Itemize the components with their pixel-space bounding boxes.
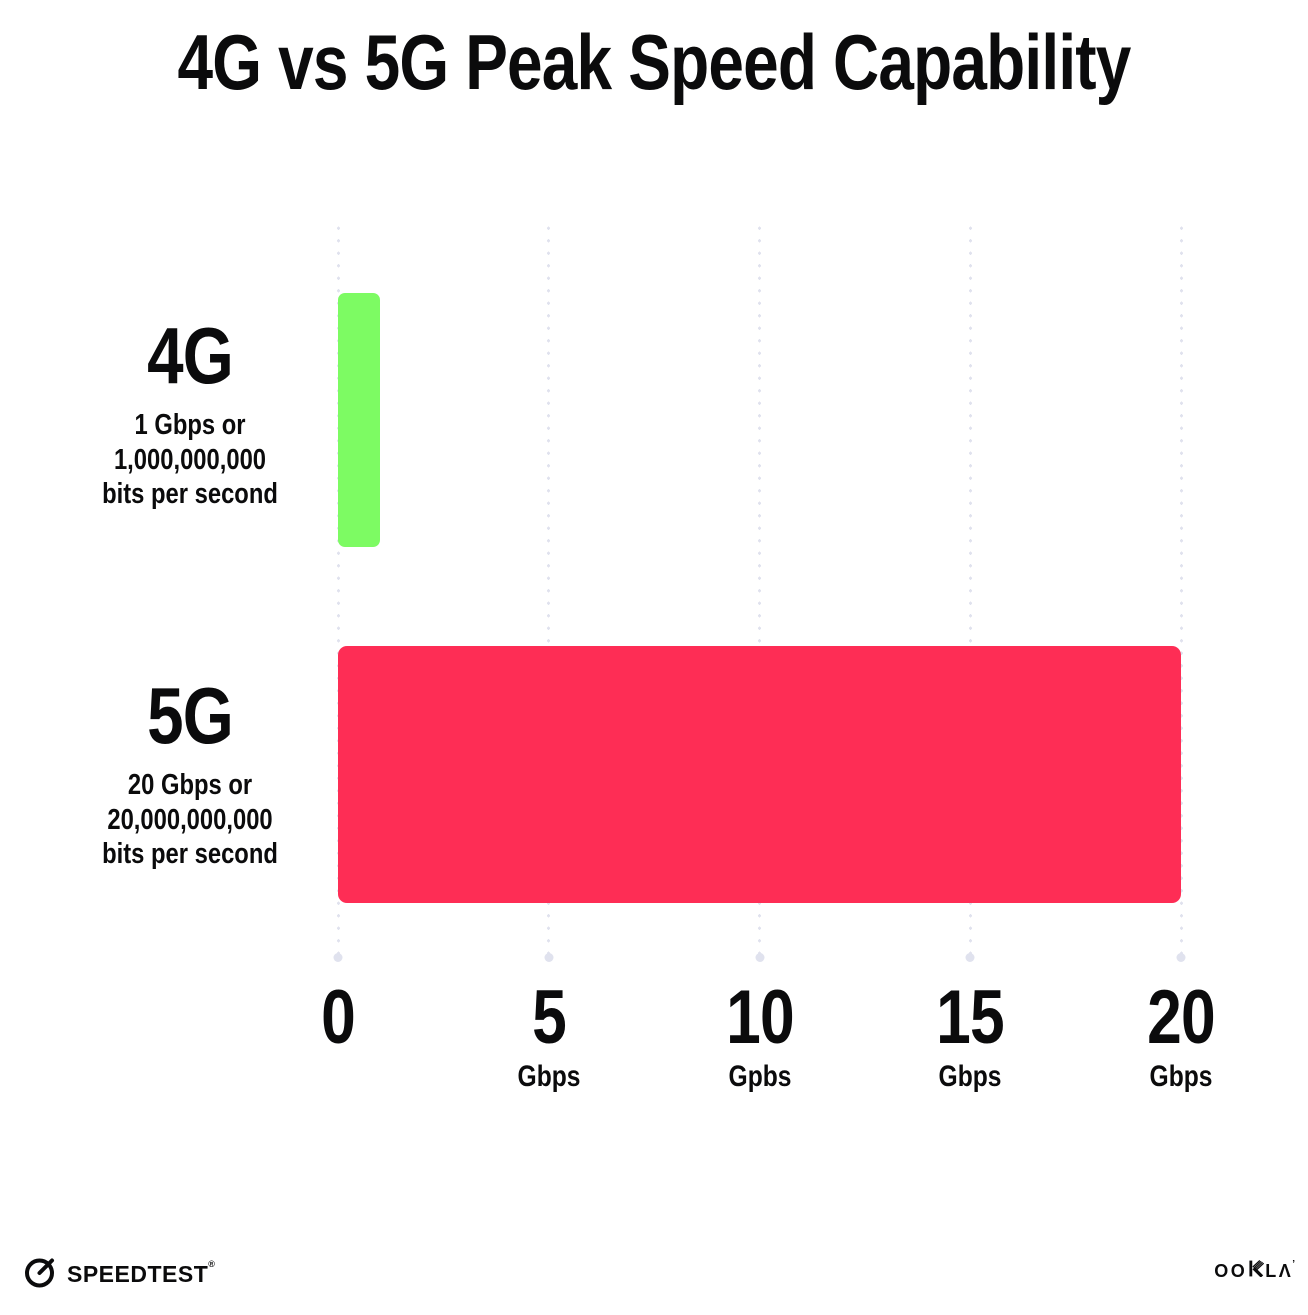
x-tick-number: 15: [936, 975, 1005, 1060]
x-tick-unit: Gbps: [517, 1060, 581, 1093]
row-label-4g-title: 4G: [147, 311, 234, 400]
row-label-4g-desc-line2: 1,000,000,000: [113, 443, 267, 476]
bar-5g: [338, 646, 1181, 903]
x-tick-0: 0: [228, 980, 448, 1056]
x-tick-number: 0: [321, 975, 356, 1060]
x-tick-number: 10: [725, 975, 795, 1060]
row-label-4g-desc-line1: 1 Gbps or: [134, 409, 246, 441]
row-label-5g-desc-line2: 20,000,000,000: [107, 803, 273, 836]
row-label-5g-desc-line3: bits per second: [102, 838, 278, 870]
gridline-5: [546, 222, 552, 959]
x-tick-unit: Gbps: [938, 1060, 1002, 1093]
row-label-5g-title: 5G: [147, 671, 234, 760]
speedtest-logo: SPEEDTEST®: [22, 1254, 215, 1295]
row-label-5g: 5G 20 Gbps or 20,000,000,000 bits per se…: [20, 676, 360, 872]
x-tick-10: 10 Gpbs: [650, 980, 870, 1094]
gridline-15: [967, 222, 973, 959]
row-label-4g: 4G 1 Gbps or 1,000,000,000 bits per seco…: [20, 316, 360, 512]
ookla-logo: OO LΛ ’: [1214, 1258, 1296, 1282]
ookla-wordmark-prefix: OO: [1214, 1260, 1248, 1281]
ookla-trademark-tick: ’: [1292, 1258, 1295, 1270]
speedtest-gauge-icon: [22, 1254, 58, 1295]
x-tick-number: 20: [1147, 975, 1216, 1060]
row-label-4g-desc: 1 Gbps or 1,000,000,000 bits per second: [51, 408, 330, 512]
ookla-wordmark-suffix: LΛ: [1265, 1260, 1294, 1281]
registered-mark: ®: [208, 1259, 216, 1269]
chart-title: 4G vs 5G Peak Speed Capability: [177, 18, 1131, 106]
x-tick-5: 5 Gbps: [439, 980, 659, 1094]
gridline-20: [1178, 222, 1184, 959]
speedtest-wordmark: SPEEDTEST®: [67, 1259, 216, 1287]
x-tick-number: 5: [531, 975, 567, 1060]
gridline-0: [335, 222, 341, 959]
row-label-5g-desc-line1: 20 Gbps or: [127, 769, 253, 801]
x-tick-20: 20 Gbps: [1071, 980, 1291, 1094]
ookla-k-icon: [1249, 1260, 1265, 1282]
x-tick-15: 15 Gbps: [860, 980, 1080, 1094]
gridline-10: [757, 222, 762, 959]
bar-4g: [338, 293, 381, 547]
row-label-5g-desc: 20 Gbps or 20,000,000,000 bits per secon…: [51, 768, 330, 872]
x-tick-unit: Gpbs: [728, 1060, 791, 1093]
row-label-4g-desc-line3: bits per second: [102, 478, 278, 510]
x-tick-unit: Gbps: [1149, 1060, 1213, 1093]
